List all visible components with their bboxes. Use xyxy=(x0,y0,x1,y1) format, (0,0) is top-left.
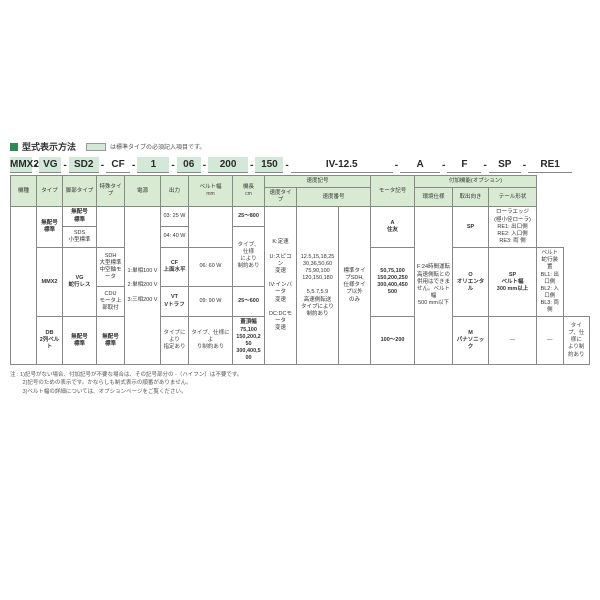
model-seg-3: CF xyxy=(106,157,130,173)
model-dash: - xyxy=(169,160,176,173)
cell: 12.5,15,18,2530,36,50,6075,90,100120,150… xyxy=(297,207,339,365)
model-seg-1: VG xyxy=(39,157,61,173)
model-seg-5: 06 xyxy=(177,157,201,173)
col-header: 環境仕様 xyxy=(415,188,453,207)
col-header: 取出向き xyxy=(453,188,489,207)
col-header: 電源 xyxy=(125,176,161,207)
col-header: テール形状 xyxy=(489,188,537,207)
model-dash: - xyxy=(99,160,106,173)
col-header: 付加機能(オプション) xyxy=(415,176,537,188)
col-header: 機長cm xyxy=(233,176,265,207)
cell: DB2列ベルト xyxy=(37,317,63,365)
cell: 25〜800 xyxy=(233,207,265,226)
col-header: タイプ xyxy=(37,176,63,207)
model-seg-6: 200 xyxy=(208,157,248,173)
cell: CDUモータ上部取付 xyxy=(97,286,125,317)
cell: SPベルト幅300 mm以上 xyxy=(489,248,537,317)
cell: K:定速U:スピコン変速IV:インバータ変速DC:DCモータ変速 xyxy=(265,207,297,365)
cell xyxy=(11,207,37,365)
cell: ローラエッジ(極小径ローラ)RE1: 出口側RE2: 入口側RE3: 両 側 xyxy=(489,207,537,248)
cell: 04: 40 W xyxy=(161,226,189,247)
cell: MMX2 xyxy=(37,248,63,317)
footnotes: 注 : 1)記号がない場合、付加記号が不要な場合は、その記号部分の -（ハイフン… xyxy=(10,371,590,396)
col-header: 脚部タイプ xyxy=(63,176,97,207)
model-seg-2: SD2 xyxy=(69,157,99,173)
col-header: 速度記号 xyxy=(265,176,371,188)
model-seg-0: MMX2 xyxy=(10,157,32,173)
model-seg-9: A xyxy=(400,157,440,173)
cell: 無配号標準 xyxy=(63,317,97,365)
cell: CF上面水平 xyxy=(161,248,189,287)
cell: Mパナソニック xyxy=(453,317,489,365)
cell: 50,75,100150,200,250300,400,450500 xyxy=(371,248,415,317)
model-code-row: MMX2-VG-SD2-CF-1-06-200-150-IV-12.5-A-F-… xyxy=(10,157,590,173)
cell: VTVトラフ xyxy=(161,286,189,317)
cell: タイプにより指定あり xyxy=(161,317,189,365)
cell xyxy=(189,207,233,248)
col-header: 速度タイプ xyxy=(265,188,297,207)
model-dash: - xyxy=(201,160,208,173)
col-header: 速度番号 xyxy=(297,188,371,207)
footnote-line: 3)ベルト幅の詳細については、オプションページをご覧ください。 xyxy=(10,388,590,396)
model-seg-7: 150 xyxy=(255,157,283,173)
model-dash: - xyxy=(393,160,400,173)
cell: 標準タイプSDH,仕様タイプ以外のみ xyxy=(339,207,371,365)
cell: — xyxy=(489,317,537,365)
cell: A住友 xyxy=(371,207,415,248)
cell: 25〜600 xyxy=(233,286,265,317)
legend-text: は標準タイプの必須記入項目です。 xyxy=(110,142,205,151)
cell: タイプ、仕様により制約あり xyxy=(189,317,233,365)
model-seg-10: F xyxy=(447,157,481,173)
cell: 無配号標準 xyxy=(37,207,63,248)
model-dash: - xyxy=(481,160,488,173)
cell: タイプ、仕様により制約あり xyxy=(233,226,265,286)
cell: Oオリエンタル xyxy=(453,248,489,317)
model-seg-12: RE1 xyxy=(528,157,572,173)
model-dash: - xyxy=(440,160,447,173)
cell: 09: 90 W xyxy=(189,286,233,317)
model-dash: - xyxy=(32,160,39,173)
model-dash: - xyxy=(248,160,255,173)
model-dash: - xyxy=(521,160,528,173)
model-dash: - xyxy=(61,160,68,173)
model-seg-11: SP xyxy=(489,157,521,173)
cell: 06: 60 W xyxy=(189,248,233,287)
col-header: 機種 xyxy=(11,176,37,207)
cell xyxy=(97,207,125,248)
cell: VG蛇行レス xyxy=(63,248,97,317)
cell: 無配号標準 xyxy=(63,207,97,226)
section-title: 型式表示方法 は標準タイプの必須記入項目です。 xyxy=(10,140,590,153)
model-seg-4: 1 xyxy=(137,157,169,173)
footnote-line: 注 : 1)記号がない場合、付加記号が不要な場合は、その記号部分の -（ハイフン… xyxy=(10,371,590,379)
model-seg-8: IV-12.5 xyxy=(291,157,393,173)
cell: SP xyxy=(453,207,489,248)
cell: 蓋頂幅75,100150,200,250300,400,500 xyxy=(233,317,265,365)
model-dash: - xyxy=(130,160,137,173)
col-header: ベルト幅mm xyxy=(189,176,233,207)
legend-swatch xyxy=(86,143,106,151)
cell: SDH大型標準中空軸モータ xyxy=(97,248,125,287)
spec-table: 機種タイプ脚部タイプ特殊タイプ電源出力ベルト幅mm機長cm速度記号モータ記号付加… xyxy=(10,175,590,365)
model-dash: - xyxy=(283,160,290,173)
title-marker xyxy=(10,143,18,151)
cell: F:24時間運転高速側転との併用はできません。ベルト幅500 mm以下 xyxy=(415,207,453,365)
cell: 無配号標準 xyxy=(97,317,125,365)
col-header: モータ記号 xyxy=(371,176,415,207)
footnote-line: 2)記号のための表示です。かならしも制式表示の順番がありません。 xyxy=(10,379,590,387)
cell: 1:単相100 V2:単相200 V3:三相200 V xyxy=(125,207,161,365)
cell: SDS小型標準 xyxy=(63,226,97,247)
title-text: 型式表示方法 xyxy=(22,140,76,153)
col-header: 出力 xyxy=(161,176,189,207)
cell: 03: 25 W xyxy=(161,207,189,226)
cell: — xyxy=(537,317,563,365)
cell: ベルト蛇行装置BL1: 出口側BL2: 入口側BL3: 両 側 xyxy=(537,248,563,317)
cell: 100〜200 xyxy=(371,317,415,365)
col-header: 特殊タイプ xyxy=(97,176,125,207)
cell: タイプ、仕様により制約あり xyxy=(563,317,590,365)
